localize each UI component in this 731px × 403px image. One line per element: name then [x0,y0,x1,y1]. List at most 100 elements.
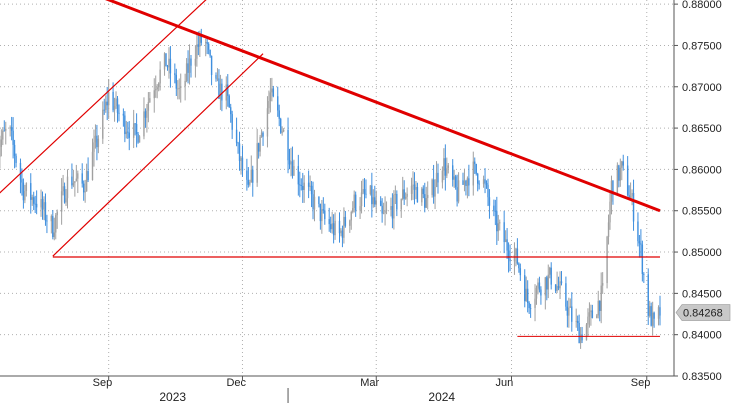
candle-body [344,216,347,226]
year-label: 2023 [159,390,186,403]
candle-body [169,58,172,74]
candle-body [457,180,460,202]
candle-body [585,324,588,341]
candle-body [63,186,66,203]
candle-body [291,161,294,176]
candle-body [288,160,291,165]
candle-body [454,176,457,188]
candle-body [293,166,295,176]
candle-body [413,184,416,190]
candle-body [476,173,479,184]
candle-body [260,132,263,138]
candle-body [534,298,536,309]
candle-body [607,222,610,237]
candle-body [230,107,232,115]
candle-body [385,209,388,211]
candle-body [299,184,301,186]
candle-body [12,130,14,145]
candle-body [575,320,577,322]
candle-body [588,312,591,317]
candle-body [127,131,129,133]
candle-body [163,53,166,70]
candle-body [535,287,538,299]
candle-body [601,283,604,286]
last-price-label: 0.84268 [683,308,723,320]
candle-body [432,179,435,197]
candle-body [628,195,630,198]
candle-body [180,86,182,88]
candle-body [609,201,611,223]
candle-body [53,232,55,238]
candle-body [66,176,69,199]
candle-body [513,255,516,262]
candle-body [340,230,342,234]
candle-body [44,202,47,221]
candle-body [468,178,470,186]
candle-body [250,169,252,183]
candle-body [629,196,632,198]
candle-body [225,84,227,101]
candle-body [546,277,548,290]
x-tick-label: Jun [496,377,514,389]
price-series [0,28,661,349]
candle-body [369,185,372,195]
candle-body [643,273,645,275]
x-tick-label: Sep [93,377,113,389]
candle-body [494,210,497,212]
candle-body [554,284,557,291]
candle-body [328,219,330,225]
candle-body [82,183,85,193]
channel-lower-line [52,53,264,257]
candle-body [393,194,395,219]
candle-body [252,169,254,183]
candle-body [576,320,579,323]
candle-body [472,161,474,186]
candle-body [91,151,94,181]
candle-body [354,194,357,211]
y-tick-label: 0.87000 [682,82,722,94]
candle-body [569,306,572,308]
candle-body [72,183,75,186]
candle-body [618,165,620,181]
candle-body [637,221,639,242]
candle-body [515,248,517,256]
candle-body [196,44,198,59]
candle-body [206,42,208,44]
candle-body [216,78,219,80]
candle-body [231,114,233,130]
last-price-tag-shape [675,304,731,321]
candle-body [599,300,601,311]
candle-body [537,282,539,288]
candle-body [210,55,213,75]
candle-body [310,185,313,195]
candle-body [300,185,302,187]
candle-body [540,289,542,296]
candle-body [25,183,28,192]
candle-body [106,101,108,106]
candle-body [199,34,201,47]
candle-body [649,306,651,316]
candle-body [272,88,275,97]
candle-body [485,183,488,185]
candle-body [303,182,305,190]
candle-body [75,178,78,182]
candle-body [312,194,314,210]
candle-body [165,53,167,67]
candle-body [549,267,551,275]
y-tick-label: 0.84000 [682,330,722,342]
candle-body [560,281,563,284]
candle-body [278,110,280,119]
candle-body [443,158,445,171]
candle-body [484,179,486,184]
candle-body [235,129,238,143]
candle-body [60,191,63,212]
candle-body [651,312,654,326]
candle-body [40,199,42,208]
candle-body [281,131,283,133]
candle-body [659,307,661,316]
candle-body [137,134,139,143]
y-tick-label: 0.85500 [682,206,722,218]
candle-body [277,96,279,111]
y-tick-label: 0.87500 [682,40,722,52]
